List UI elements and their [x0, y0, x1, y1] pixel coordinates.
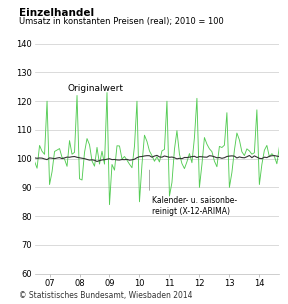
Text: Umsatz in konstanten Preisen (real); 2010 = 100: Umsatz in konstanten Preisen (real); 201…	[19, 17, 223, 26]
Text: © Statistisches Bundesamt, Wiesbaden 2014: © Statistisches Bundesamt, Wiesbaden 201…	[19, 291, 192, 300]
Text: Kalender- u. saisonbe-
reinigt (X-12-ARIMA): Kalender- u. saisonbe- reinigt (X-12-ARI…	[152, 196, 237, 216]
Text: Einzelhandel: Einzelhandel	[19, 8, 94, 18]
Text: Originalwert: Originalwert	[67, 84, 123, 93]
